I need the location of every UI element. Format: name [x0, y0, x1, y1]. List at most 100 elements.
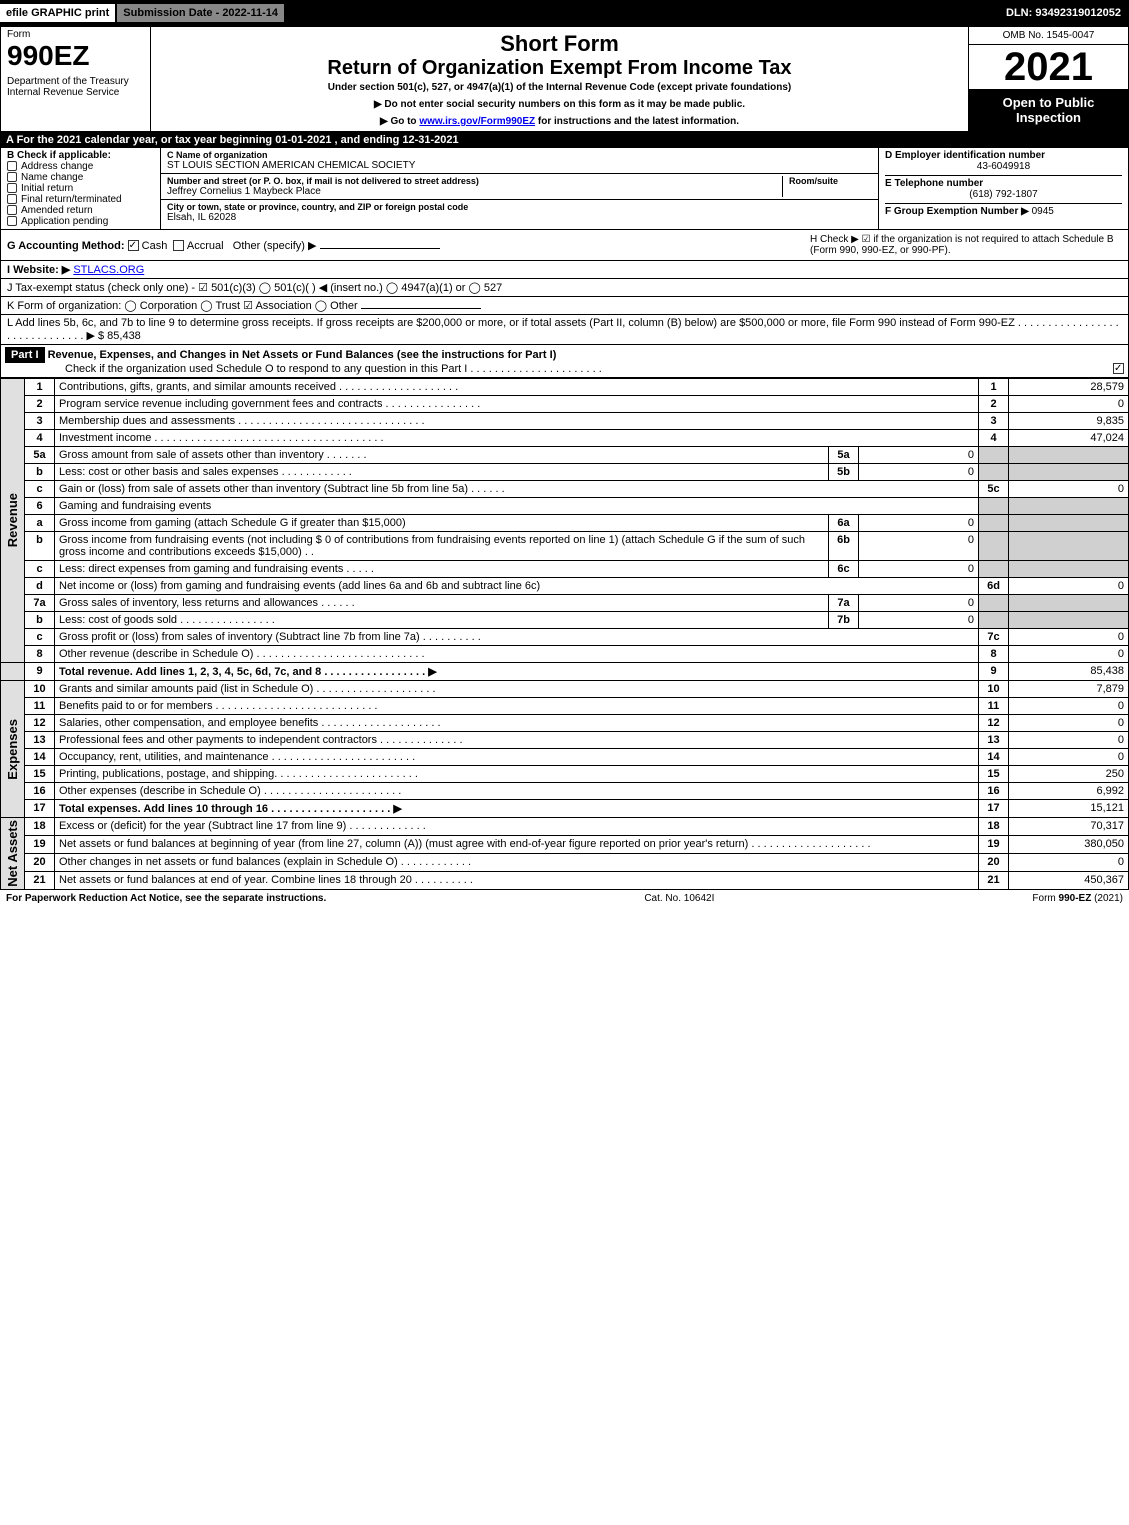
- g-5b: [979, 464, 1009, 481]
- dept-label: Department of the Treasury Internal Reve…: [7, 76, 144, 98]
- street: Jeffrey Cornelius 1 Maybeck Place: [167, 186, 321, 197]
- line-j: J Tax-exempt status (check only one) - ☑…: [0, 279, 1129, 297]
- room-label: Room/suite: [789, 176, 872, 186]
- group-number: 0945: [1032, 206, 1054, 217]
- desc-5b: Less: cost or other basis and sales expe…: [55, 464, 829, 481]
- v-11: 0: [1009, 698, 1129, 715]
- website-link[interactable]: STLACS.ORG: [73, 264, 144, 276]
- cb-cash[interactable]: [128, 240, 139, 251]
- v-3: 9,835: [1009, 413, 1129, 430]
- cb-address-change[interactable]: [7, 161, 17, 171]
- part1-title: Revenue, Expenses, and Changes in Net As…: [48, 349, 557, 361]
- n-16: 16: [979, 783, 1009, 800]
- v-20: 0: [1009, 853, 1129, 871]
- line-g-h: G Accounting Method: Cash Accrual Other …: [0, 230, 1129, 261]
- lbl-other: Other (specify) ▶: [233, 240, 317, 252]
- header-right: OMB No. 1545-0047 2021 Open to Public In…: [968, 27, 1128, 131]
- form-header: Form 990EZ Department of the Treasury In…: [0, 26, 1129, 132]
- n-2: 2: [979, 396, 1009, 413]
- gv-5b: [1009, 464, 1129, 481]
- gv-7a: [1009, 595, 1129, 612]
- mid-7a: 7a: [829, 595, 859, 612]
- line-k: K Form of organization: ◯ Corporation ◯ …: [0, 297, 1129, 315]
- n-12: 12: [979, 715, 1009, 732]
- desc-20: Other changes in net assets or fund bala…: [55, 853, 979, 871]
- subtitle: Under section 501(c), 527, or 4947(a)(1)…: [159, 82, 960, 93]
- mid-6c: 6c: [829, 561, 859, 578]
- irs-link[interactable]: www.irs.gov/Form990EZ: [419, 116, 535, 127]
- cb-amended-return[interactable]: [7, 205, 17, 215]
- desc-15: Printing, publications, postage, and shi…: [55, 766, 979, 783]
- cb-name-change[interactable]: [7, 172, 17, 182]
- footer-left: For Paperwork Reduction Act Notice, see …: [6, 893, 326, 904]
- n-7c: 7c: [979, 629, 1009, 646]
- lbl-application-pending: Application pending: [21, 216, 108, 227]
- line-l-value: 85,438: [107, 330, 141, 342]
- topbar: efile GRAPHIC print Submission Date - 20…: [0, 0, 1129, 26]
- ein-label: D Employer identification number: [885, 150, 1122, 161]
- form-number: 990EZ: [7, 40, 144, 72]
- mid-6a: 6a: [829, 515, 859, 532]
- desc-11: Benefits paid to or for members . . . . …: [55, 698, 979, 715]
- efile-label[interactable]: efile GRAPHIC print: [0, 4, 115, 22]
- n-6d: 6d: [979, 578, 1009, 595]
- submission-date: Submission Date - 2022-11-14: [117, 4, 284, 22]
- group-label: F Group Exemption Number ▶: [885, 206, 1029, 217]
- part1-checkbox[interactable]: [1113, 363, 1124, 374]
- v-18: 70,317: [1009, 818, 1129, 836]
- section-c: C Name of organization ST LOUIS SECTION …: [161, 148, 878, 229]
- mv-7a: 0: [859, 595, 979, 612]
- desc-1: Contributions, gifts, grants, and simila…: [55, 379, 979, 396]
- desc-7c: Gross profit or (loss) from sales of inv…: [55, 629, 979, 646]
- n-13: 13: [979, 732, 1009, 749]
- footer-right: Form 990-EZ (2021): [1032, 893, 1123, 904]
- city: Elsah, IL 62028: [167, 212, 236, 223]
- org-name: ST LOUIS SECTION AMERICAN CHEMICAL SOCIE…: [167, 160, 415, 171]
- street-label: Number and street (or P. O. box, if mail…: [167, 176, 782, 186]
- line-k-text: K Form of organization: ◯ Corporation ◯ …: [7, 300, 358, 312]
- desc-14: Occupancy, rent, utilities, and maintena…: [55, 749, 979, 766]
- v-13: 0: [1009, 732, 1129, 749]
- section-d-f: D Employer identification number 43-6049…: [878, 148, 1128, 229]
- footer-mid: Cat. No. 10642I: [644, 893, 714, 904]
- n-20: 20: [979, 853, 1009, 871]
- v-4: 47,024: [1009, 430, 1129, 447]
- lbl-accrual: Accrual: [187, 240, 224, 252]
- cb-application-pending[interactable]: [7, 216, 17, 226]
- accounting-label: G Accounting Method:: [7, 240, 125, 252]
- desc-6: Gaming and fundraising events: [55, 498, 979, 515]
- part1-header: Part I Revenue, Expenses, and Changes in…: [0, 345, 1129, 378]
- lbl-address-change: Address change: [21, 161, 93, 172]
- side-revenue-end: [1, 663, 25, 681]
- desc-21: Net assets or fund balances at end of ye…: [55, 871, 979, 889]
- v-1: 28,579: [1009, 379, 1129, 396]
- v-21: 450,367: [1009, 871, 1129, 889]
- desc-13: Professional fees and other payments to …: [55, 732, 979, 749]
- form-label: Form: [7, 29, 144, 40]
- line-k-other-input[interactable]: [361, 308, 481, 309]
- part1-table: Revenue 1 Contributions, gifts, grants, …: [0, 378, 1129, 890]
- lbl-final-return: Final return/terminated: [21, 194, 122, 205]
- ln-1: 1: [25, 379, 55, 396]
- v-16: 6,992: [1009, 783, 1129, 800]
- cb-final-return[interactable]: [7, 194, 17, 204]
- cb-accrual[interactable]: [173, 240, 184, 251]
- line-h: H Check ▶ ☑ if the organization is not r…: [802, 234, 1122, 256]
- accounting-other-input[interactable]: [320, 248, 440, 249]
- note-link: ▶ Go to www.irs.gov/Form990EZ for instru…: [159, 116, 960, 127]
- desc-3: Membership dues and assessments . . . . …: [55, 413, 979, 430]
- n-10: 10: [979, 681, 1009, 698]
- phone: (618) 792-1807: [885, 189, 1122, 200]
- mid-7b: 7b: [829, 612, 859, 629]
- line-i: I Website: ▶ STLACS.ORG: [0, 261, 1129, 279]
- gv-7b: [1009, 612, 1129, 629]
- mv-6b: 0: [859, 532, 979, 561]
- title-short-form: Short Form: [159, 31, 960, 57]
- n-21: 21: [979, 871, 1009, 889]
- desc-2: Program service revenue including govern…: [55, 396, 979, 413]
- ein: 43-6049918: [885, 161, 1122, 172]
- v-5c: 0: [1009, 481, 1129, 498]
- cb-initial-return[interactable]: [7, 183, 17, 193]
- tax-year: 2021: [969, 45, 1128, 89]
- desc-5a: Gross amount from sale of assets other t…: [55, 447, 829, 464]
